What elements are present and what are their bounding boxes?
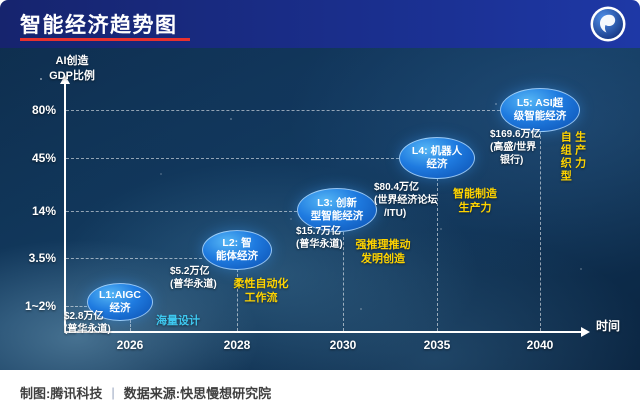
gridline-v-2035 xyxy=(437,178,438,331)
value-amount: $2.8万亿 xyxy=(64,311,104,322)
bubble-L5-asi-super-intelligent-economy: L5: ASI超 级智能经济 xyxy=(500,88,580,132)
value-amount: $5.2万亿 xyxy=(170,266,210,277)
highlight-line: 海量设计 xyxy=(156,315,200,327)
bubble-label: L1:AIGC xyxy=(99,288,141,301)
logo xyxy=(590,6,626,42)
highlight-label-L1: 海量设计 xyxy=(156,314,200,328)
highlight-label-L4: 智能制造 生产力 xyxy=(445,187,505,216)
value-source: (普华永道) xyxy=(296,239,343,251)
highlight-line: 强推理推动 xyxy=(355,239,411,251)
highlight-label-L5: 自组织型 生产力 xyxy=(558,131,587,221)
gridline-h-80pct xyxy=(66,110,500,111)
y-tick-80: 80% xyxy=(31,103,56,117)
bubble-label: 经济 xyxy=(426,158,448,170)
tencent-logo-icon xyxy=(590,6,626,42)
value-label-L4: $80.4万亿 (世界经济论坛 /ITU) xyxy=(374,181,437,221)
bubble-label: 能体经济 xyxy=(216,250,258,262)
highlight-line: 生产力 xyxy=(573,131,586,170)
bubble-label: L2: 智 xyxy=(222,236,252,249)
gridline-h-3-5pct xyxy=(66,258,202,259)
y-tick-14: 14% xyxy=(31,204,56,218)
x-tick-2030: 2030 xyxy=(329,338,357,352)
y-axis-title-line: AI创造 xyxy=(55,55,89,67)
value-source: (高盛/世界 xyxy=(490,142,537,154)
value-source: (普华永道) xyxy=(170,279,217,291)
value-amount: $15.7万亿 xyxy=(296,226,342,237)
highlight-line: 自组织型 xyxy=(559,131,572,183)
page-title: 智能经济趋势图 xyxy=(20,14,178,37)
gridline-h-45pct xyxy=(66,158,399,159)
footer-bar: 制图:腾讯科技 | 数据来源:快思慢想研究院 xyxy=(0,370,640,415)
x-tick-2035: 2035 xyxy=(423,338,451,352)
value-amount: $80.4万亿 xyxy=(374,182,420,193)
highlight-label-L3: 强推理推动 发明创造 xyxy=(348,238,418,267)
footer-divider: | xyxy=(111,385,115,400)
x-axis xyxy=(64,331,582,333)
gridline-h-14pct xyxy=(66,211,297,212)
bubble-label: 级智能经济 xyxy=(513,110,567,122)
title-underline xyxy=(20,38,190,41)
value-label-L2: $5.2万亿 (普华永道) xyxy=(170,265,217,291)
value-source: /ITU) xyxy=(384,208,407,220)
bubble-label: 型智能经济 xyxy=(310,210,364,222)
highlight-line: 工作流 xyxy=(244,292,278,305)
highlight-line: 柔性自动化 xyxy=(233,278,289,290)
y-tick-1-2: 1~2% xyxy=(24,299,56,313)
highlight-line: 发明创造 xyxy=(361,253,405,266)
value-source: (普华永道) xyxy=(64,324,111,336)
bubble-L3-innovative-intelligent-economy: L3: 创新 型智能经济 xyxy=(297,188,377,232)
highlight-label-L2: 柔性自动化 工作流 xyxy=(228,277,294,306)
highlight-line: 生产力 xyxy=(458,202,492,215)
bubble-L1-aigc-economy: L1:AIGC 经济 xyxy=(87,283,153,321)
bubble-L4-robot-economy: L4: 机器人 经济 xyxy=(399,137,475,179)
x-tick-2028: 2028 xyxy=(223,338,251,352)
y-axis-arrow-icon xyxy=(60,75,70,84)
bubble-label: L4: 机器人 xyxy=(411,144,463,157)
gridline-v-2026 xyxy=(130,320,131,331)
y-tick-45: 45% xyxy=(31,151,56,165)
value-source: 银行) xyxy=(500,155,524,167)
y-axis xyxy=(64,84,66,332)
gridline-v-2040 xyxy=(540,131,541,331)
background-stars xyxy=(40,78,42,80)
header-bar: 智能经济趋势图 xyxy=(0,0,640,48)
gridline-h-1-2pct xyxy=(66,306,87,307)
bubble-L2-agent-economy: L2: 智 能体经济 xyxy=(202,230,272,270)
y-tick-3-5: 3.5% xyxy=(28,251,56,265)
bubble-label: 经济 xyxy=(109,302,131,314)
x-axis-arrow-icon xyxy=(581,327,590,337)
value-source: (世界经济论坛 xyxy=(374,195,438,207)
x-tick-2026: 2026 xyxy=(116,338,144,352)
bubble-label: L3: 创新 xyxy=(317,196,357,209)
y-axis-title: AI创造 GDP比例 xyxy=(26,54,118,84)
gridline-v-2028 xyxy=(237,269,238,331)
value-amount: $169.6万亿 xyxy=(490,129,541,140)
y-axis-title-line: GDP比例 xyxy=(49,69,95,82)
bubble-label: L5: ASI超 xyxy=(516,96,564,109)
trend-chart: AI创造 GDP比例 时间 80% 45% 14% 3.5% 1~2% 2026… xyxy=(0,48,640,370)
x-tick-2040: 2040 xyxy=(526,338,554,352)
value-label-L3: $15.7万亿 (普华永道) xyxy=(296,225,343,251)
value-label-L1: $2.8万亿 (普华永道) xyxy=(64,310,111,336)
footer-credit: 制图:腾讯科技 xyxy=(20,386,103,401)
highlight-line: 智能制造 xyxy=(453,188,497,200)
x-axis-title: 时间 xyxy=(596,319,621,333)
gridline-v-2030 xyxy=(343,232,344,331)
footer-source: 数据来源:快思慢想研究院 xyxy=(123,386,272,401)
value-label-L5: $169.6万亿 (高盛/世界 银行) xyxy=(490,128,541,168)
